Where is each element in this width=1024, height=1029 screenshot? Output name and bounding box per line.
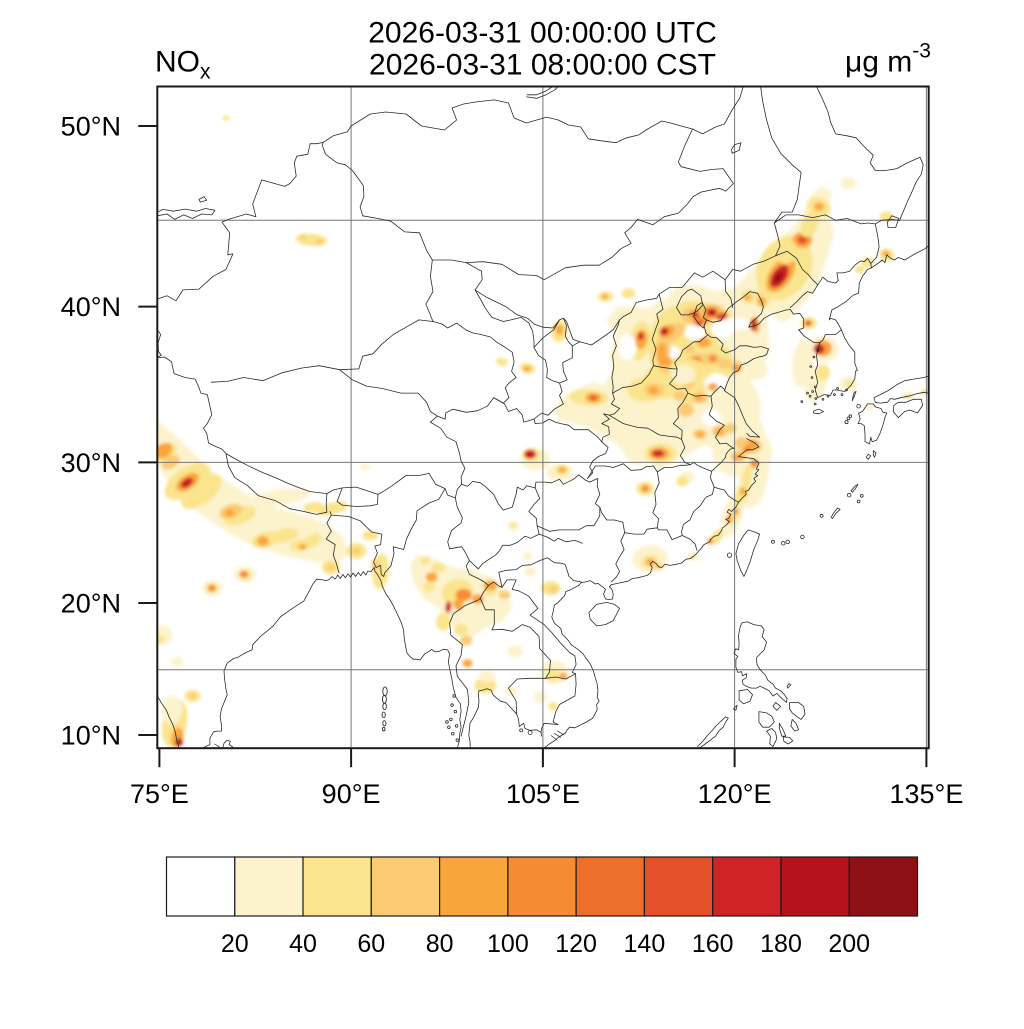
svg-text:180: 180	[760, 930, 802, 958]
svg-text:40°N: 40°N	[61, 292, 121, 322]
svg-text:10°N: 10°N	[61, 721, 121, 751]
svg-text:120°E: 120°E	[698, 779, 772, 809]
svg-text:200: 200	[828, 930, 870, 958]
svg-text:20°N: 20°N	[61, 589, 121, 619]
svg-text:40: 40	[289, 930, 317, 958]
svg-text:75°E: 75°E	[130, 779, 189, 809]
svg-text:80: 80	[426, 930, 454, 958]
svg-text:100: 100	[487, 930, 529, 958]
svg-text:30°N: 30°N	[61, 448, 121, 478]
svg-text:140: 140	[624, 930, 666, 958]
svg-text:50°N: 50°N	[61, 112, 121, 142]
svg-text:135°E: 135°E	[889, 779, 963, 809]
svg-text:120: 120	[555, 930, 597, 958]
svg-text:20: 20	[221, 930, 249, 958]
svg-text:2026-03-31 08:00:00 CST: 2026-03-31 08:00:00 CST	[369, 49, 716, 82]
svg-text:160: 160	[692, 930, 734, 958]
svg-text:90°E: 90°E	[322, 779, 381, 809]
svg-text:105°E: 105°E	[506, 779, 580, 809]
svg-text:60: 60	[357, 930, 385, 958]
svg-text:2026-03-31 00:00:00 UTC: 2026-03-31 00:00:00 UTC	[368, 17, 717, 50]
